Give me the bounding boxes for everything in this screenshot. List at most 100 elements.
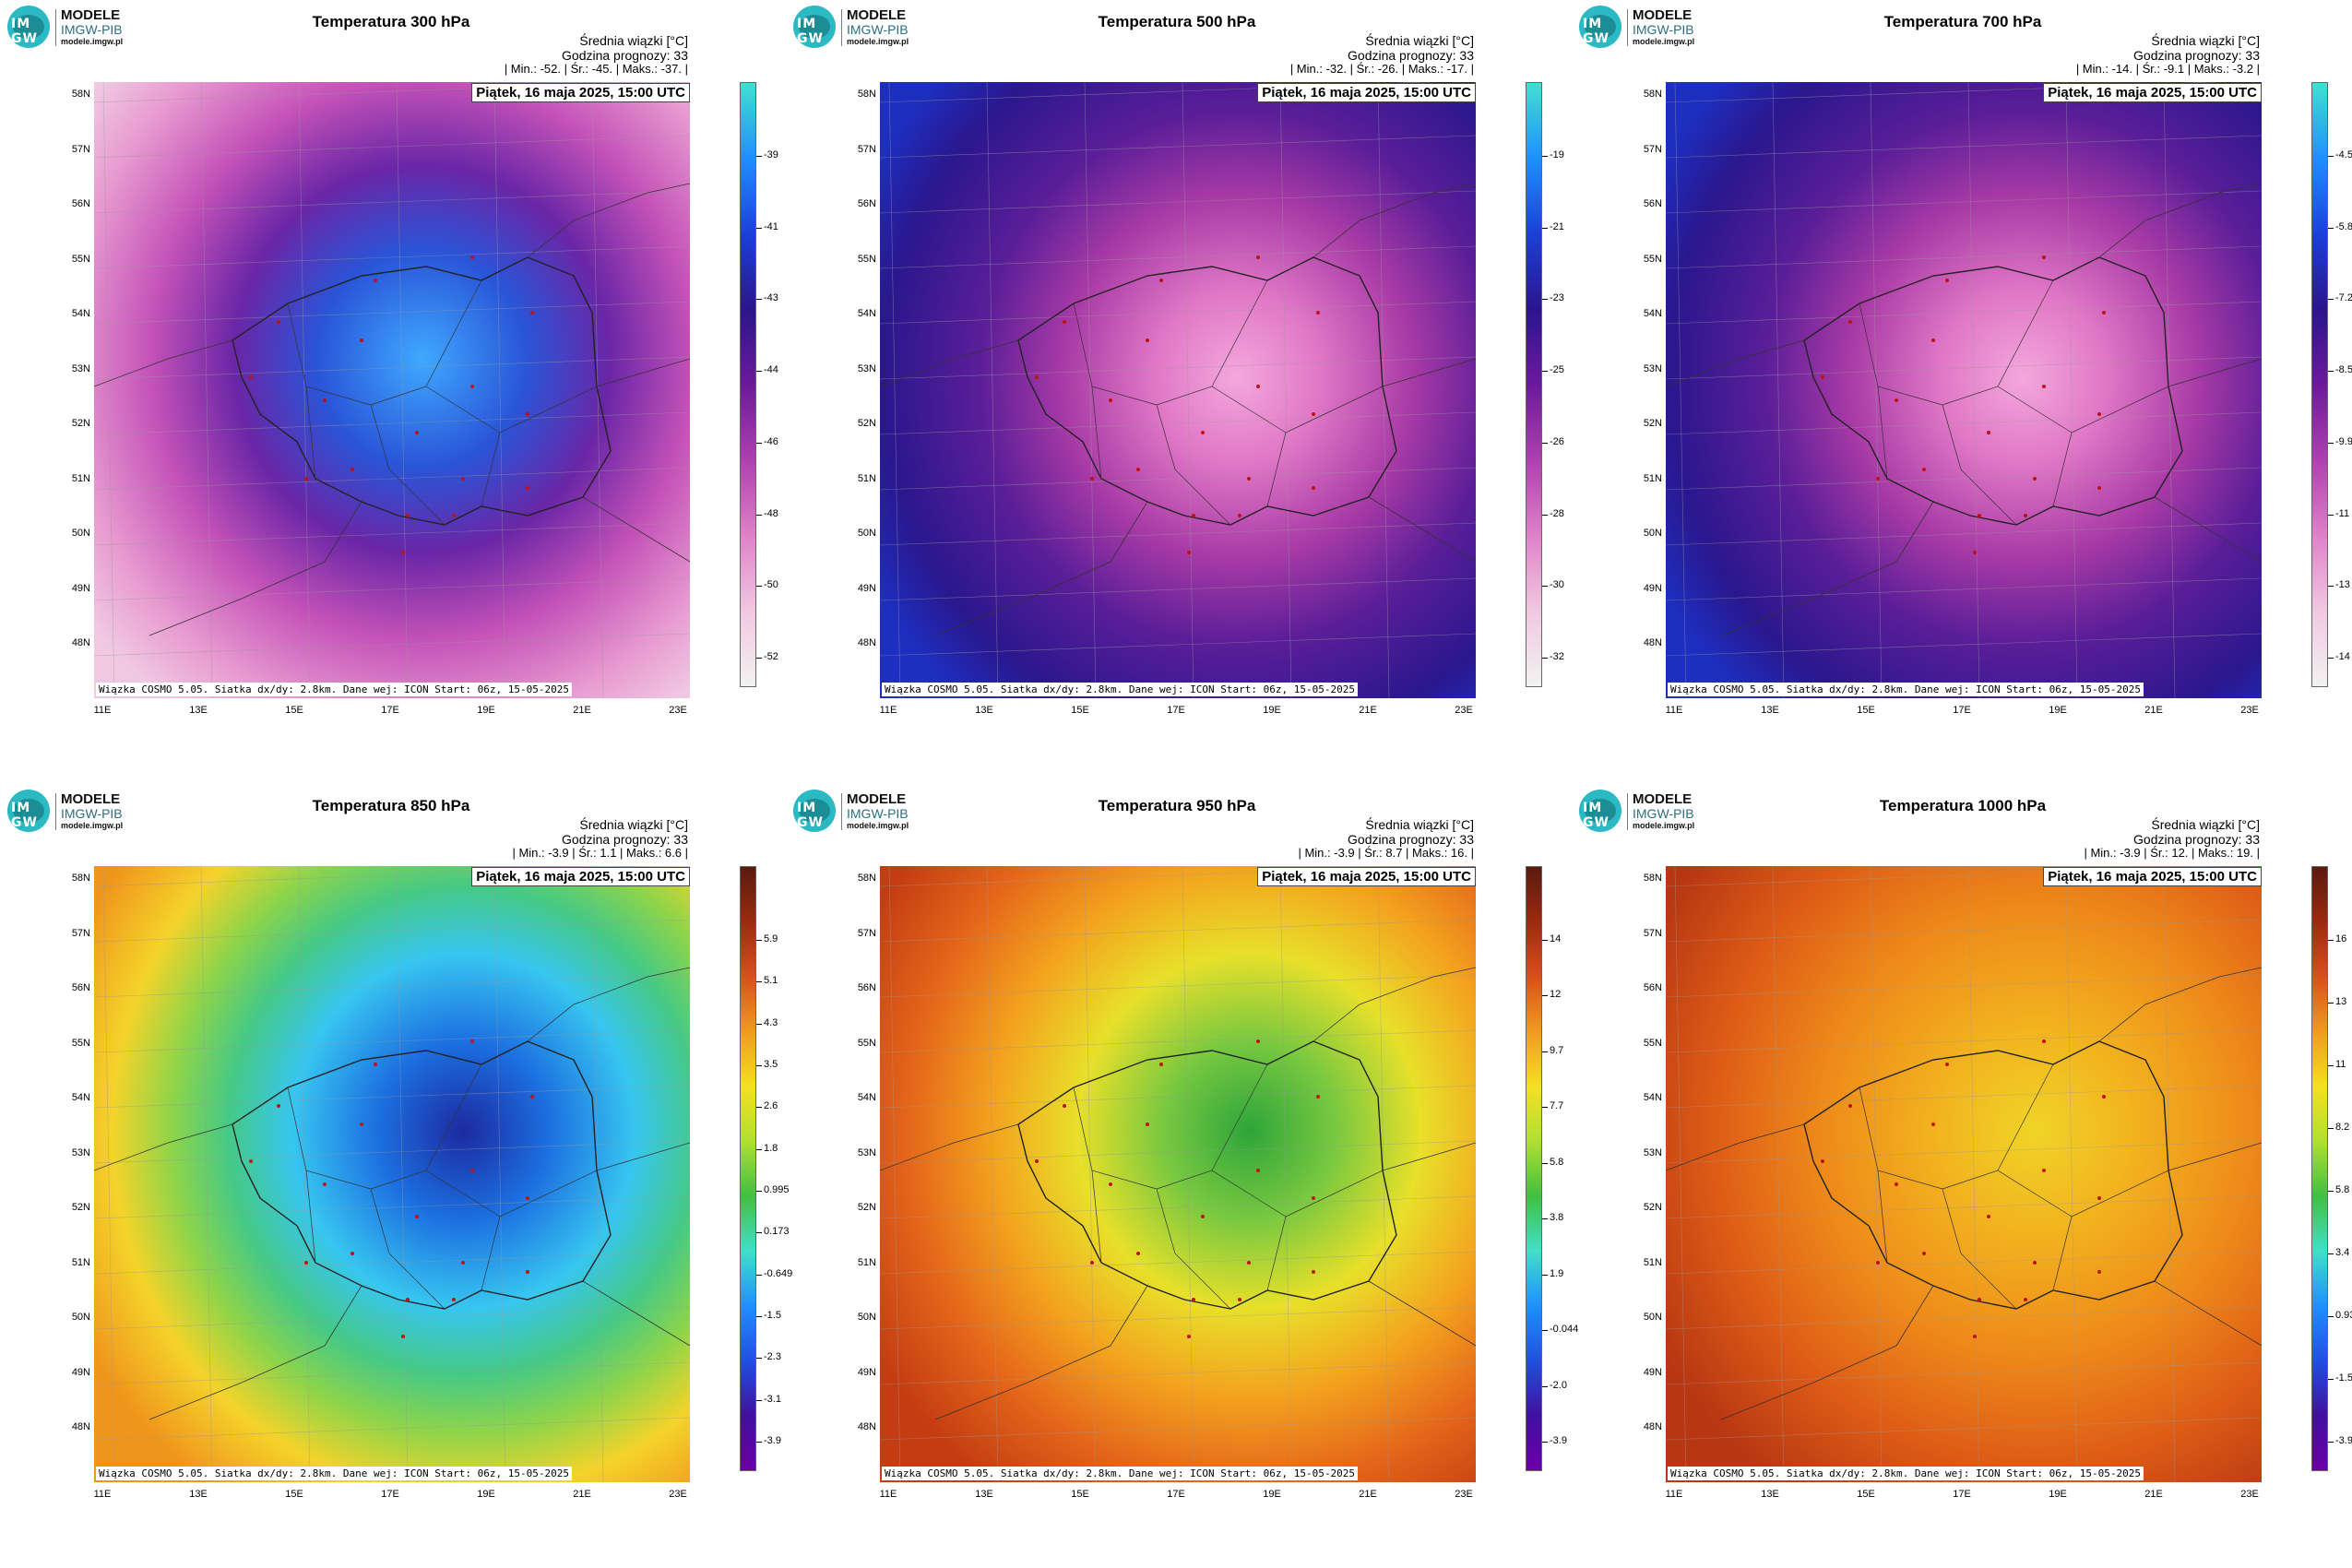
city-marker xyxy=(360,1123,363,1126)
temperature-map xyxy=(1666,82,2262,698)
latitude-label: 56N xyxy=(857,198,876,209)
header-forecast-hour: Godzina prognozy: 33 xyxy=(2133,48,2260,63)
latitude-gridline xyxy=(1666,919,2262,943)
header-stats: | Min.: -3.9 | Śr.: 8.7 | Maks.: 16. | xyxy=(1298,846,1474,860)
latitude-label: 56N xyxy=(1643,982,1662,993)
city-marker xyxy=(1192,1298,1195,1301)
longitude-gridline xyxy=(1084,82,1097,698)
latitude-gridline xyxy=(880,1085,1476,1109)
header-variable: Średnia wiązki [°C] xyxy=(1365,33,1474,48)
city-marker xyxy=(2024,1298,2027,1301)
country-borders xyxy=(94,183,690,636)
logo-line2: IMGW-PIB xyxy=(61,806,123,821)
logo-line3: modele.imgw.pl xyxy=(1633,37,1695,46)
latitude-gridline xyxy=(1666,1417,2262,1441)
colorbar-tick xyxy=(1542,995,1548,997)
city-marker xyxy=(1146,1123,1149,1126)
longitude-label: 13E xyxy=(975,1489,993,1500)
latitude-label: 55N xyxy=(1643,253,1662,265)
imgw-logo: IM GW MODELE IMGW-PIB modele.imgw.pl xyxy=(7,790,146,836)
logo-divider xyxy=(1627,9,1628,46)
city-marker xyxy=(1256,255,1260,259)
latitude-label: 55N xyxy=(1643,1037,1662,1049)
latitude-gridline xyxy=(880,411,1476,435)
longitude-label: 19E xyxy=(477,1489,495,1500)
city-marker xyxy=(1256,1169,1260,1172)
city-marker xyxy=(1247,477,1251,481)
latitude-label: 58N xyxy=(857,89,876,100)
latitude-label: 53N xyxy=(71,362,90,374)
colorbar-tick xyxy=(2328,1316,2334,1317)
city-marker xyxy=(415,431,419,434)
colorbar-tick xyxy=(1542,156,1548,157)
colorbar-tick xyxy=(756,1191,762,1192)
colorbar-tick xyxy=(2328,1191,2334,1192)
city-marker xyxy=(1973,551,1977,554)
longitude-label: 13E xyxy=(189,705,208,716)
city-marker xyxy=(2097,1196,2101,1200)
longitude-label: 21E xyxy=(573,705,591,716)
city-marker xyxy=(1922,468,1926,471)
longitude-gridline xyxy=(1674,866,1687,1482)
latitude-gridline xyxy=(1666,522,2262,546)
city-marker xyxy=(1109,1182,1112,1186)
latitude-label: 48N xyxy=(857,1421,876,1432)
latitude-label: 54N xyxy=(1643,308,1662,319)
city-marker xyxy=(1109,398,1112,402)
header-variable: Średnia wiązki [°C] xyxy=(579,33,688,48)
latitude-label: 48N xyxy=(857,637,876,648)
latitude-gridline xyxy=(1666,1251,2262,1275)
country-borders xyxy=(880,183,1476,636)
city-marker xyxy=(470,1039,474,1043)
colorbar-tick xyxy=(756,1148,762,1150)
colorbar-tick xyxy=(756,1232,762,1234)
city-marker xyxy=(1945,1063,1949,1066)
colorbar-tick xyxy=(2328,586,2334,588)
voivodeship-border xyxy=(1997,1170,2073,1218)
colorbar-label: 3.5 xyxy=(764,1059,778,1070)
longitude-label: 23E xyxy=(1455,1489,1473,1500)
latitude-label: 55N xyxy=(857,253,876,265)
city-marker xyxy=(1876,1261,1880,1265)
city-marker xyxy=(1987,431,1990,434)
colorbar-label: -1.5 xyxy=(764,1310,781,1321)
latitude-gridline xyxy=(880,1029,1476,1053)
colorbar-tick xyxy=(756,1399,762,1401)
city-marker xyxy=(1146,339,1149,342)
latitude-label: 49N xyxy=(1643,1366,1662,1378)
city-marker xyxy=(526,1270,529,1274)
colorbar xyxy=(1526,866,1542,1471)
logo-line2: IMGW-PIB xyxy=(1633,22,1694,37)
colorbar-tick xyxy=(2328,1442,2334,1443)
colorbar-tick xyxy=(2328,371,2334,373)
colorbar-tick xyxy=(756,371,762,373)
colorbar-tick xyxy=(1542,442,1548,444)
latitude-label: 53N xyxy=(1643,362,1662,374)
longitude-label: 23E xyxy=(1455,705,1473,716)
colorbar-label: 16 xyxy=(2335,933,2347,944)
colorbar-label: -46 xyxy=(764,435,778,447)
voivodeship-border xyxy=(1942,1188,2017,1310)
latitude-label: 57N xyxy=(71,143,90,155)
header-forecast-hour: Godzina prognozy: 33 xyxy=(1348,48,1474,63)
latitude-label: 58N xyxy=(71,89,90,100)
latitude-label: 50N xyxy=(857,1312,876,1323)
latitude-gridline xyxy=(880,522,1476,546)
latitude-label: 49N xyxy=(71,582,90,594)
colorbar-label: -26 xyxy=(1550,435,1564,447)
colorbar-tick xyxy=(2328,442,2334,444)
city-marker xyxy=(1187,551,1191,554)
longitude-gridline xyxy=(1967,82,1980,698)
city-marker xyxy=(1159,1063,1163,1066)
colorbar-label: 0.173 xyxy=(764,1226,790,1238)
latitude-label: 57N xyxy=(71,927,90,939)
longitude-gridline xyxy=(986,82,999,698)
panel-title: Temperatura 850 hPa xyxy=(312,797,470,814)
temperature-map xyxy=(94,866,690,1482)
latitude-label: 48N xyxy=(1643,1421,1662,1432)
city-marker xyxy=(401,1335,405,1338)
latitude-gridline xyxy=(94,245,690,269)
longitude-gridline xyxy=(1182,82,1194,698)
longitude-label: 11E xyxy=(93,1489,112,1500)
header-variable: Średnia wiązki [°C] xyxy=(1365,817,1474,832)
